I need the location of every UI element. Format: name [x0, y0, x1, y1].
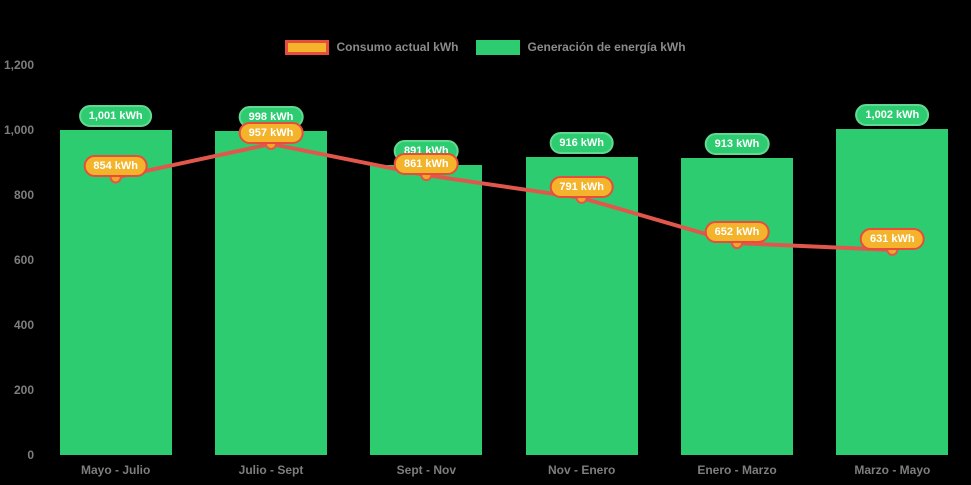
generation-value-badge: 916 kWh: [549, 132, 614, 155]
consumption-value-badge: 861 kWh: [394, 153, 459, 176]
y-tick-label: 1,200: [3, 58, 34, 72]
legend-label-generacion: Generación de energía kWh: [527, 40, 686, 54]
x-tick-label: Marzo - Mayo: [854, 463, 931, 477]
legend-label-consumo-actual: Consumo actual kWh: [336, 40, 459, 54]
x-tick-label: Sept - Nov: [396, 463, 456, 477]
chart-legend: Consumo actual kWh Generación de energía…: [0, 40, 971, 55]
generation-bar[interactable]: [681, 158, 793, 455]
generation-bar[interactable]: [59, 129, 172, 455]
generation-bar[interactable]: [215, 130, 327, 455]
generation-value-badge: 1,002 kWh: [855, 104, 930, 127]
consumption-value-badge: 652 kWh: [704, 221, 770, 244]
y-tick-label: 800: [13, 188, 34, 202]
legend-item-consumo-actual[interactable]: Consumo actual kWh: [285, 40, 458, 55]
generacion-swatch-icon: [476, 40, 521, 55]
x-tick-label: Enero - Marzo: [697, 463, 777, 477]
generation-bar[interactable]: [525, 157, 638, 455]
generation-value-badge: 1,001 kWh: [78, 104, 153, 127]
consumption-value-badge: 631 kWh: [860, 227, 925, 250]
y-tick-label: 1,000: [3, 123, 34, 137]
consumption-value-badge: 957 kWh: [238, 121, 304, 144]
y-tick-label: 200: [13, 383, 34, 397]
x-tick-label: Nov - Enero: [547, 463, 616, 477]
generation-bar[interactable]: [836, 129, 949, 455]
generation-value-badge: 913 kWh: [704, 133, 770, 156]
consumo-actual-swatch-icon: [285, 40, 330, 55]
consumption-value-badge: 854 kWh: [83, 155, 148, 178]
y-tick-label: 0: [27, 448, 34, 462]
generation-bar[interactable]: [370, 165, 483, 455]
y-tick-label: 400: [13, 318, 34, 332]
legend-item-generacion[interactable]: Generación de energía kWh: [476, 40, 686, 55]
x-tick-label: Julio - Sept: [238, 463, 304, 477]
y-tick-label: 600: [13, 253, 34, 267]
consumption-value-badge: 791 kWh: [549, 175, 614, 198]
x-tick-label: Mayo - Julio: [80, 463, 151, 477]
